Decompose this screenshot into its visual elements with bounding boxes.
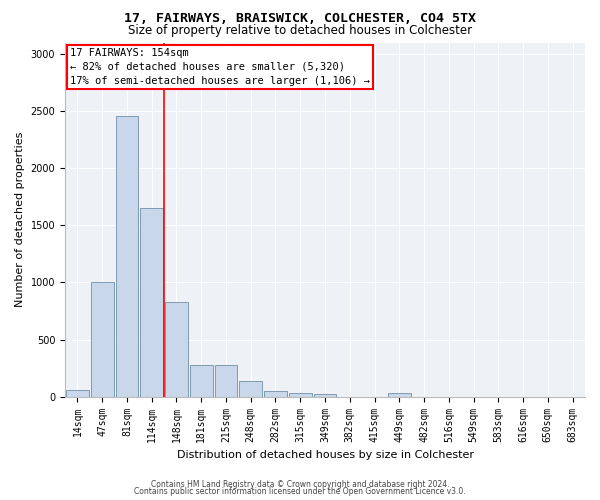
- Bar: [140, 208, 163, 396]
- Text: Contains public sector information licensed under the Open Government Licence v3: Contains public sector information licen…: [134, 487, 466, 496]
- Bar: [190, 364, 212, 396]
- Bar: [388, 394, 410, 396]
- Text: 17, FAIRWAYS, BRAISWICK, COLCHESTER, CO4 5TX: 17, FAIRWAYS, BRAISWICK, COLCHESTER, CO4…: [124, 12, 476, 26]
- X-axis label: Distribution of detached houses by size in Colchester: Distribution of detached houses by size …: [176, 450, 473, 460]
- Bar: [289, 392, 311, 396]
- Bar: [165, 302, 188, 396]
- Y-axis label: Number of detached properties: Number of detached properties: [15, 132, 25, 308]
- Bar: [66, 390, 89, 396]
- Bar: [314, 394, 337, 396]
- Bar: [264, 391, 287, 396]
- Text: 17 FAIRWAYS: 154sqm
← 82% of detached houses are smaller (5,320)
17% of semi-det: 17 FAIRWAYS: 154sqm ← 82% of detached ho…: [70, 48, 370, 86]
- Text: Contains HM Land Registry data © Crown copyright and database right 2024.: Contains HM Land Registry data © Crown c…: [151, 480, 449, 489]
- Bar: [239, 380, 262, 396]
- Bar: [91, 282, 113, 397]
- Bar: [116, 116, 139, 396]
- Text: Size of property relative to detached houses in Colchester: Size of property relative to detached ho…: [128, 24, 472, 37]
- Bar: [215, 364, 238, 396]
